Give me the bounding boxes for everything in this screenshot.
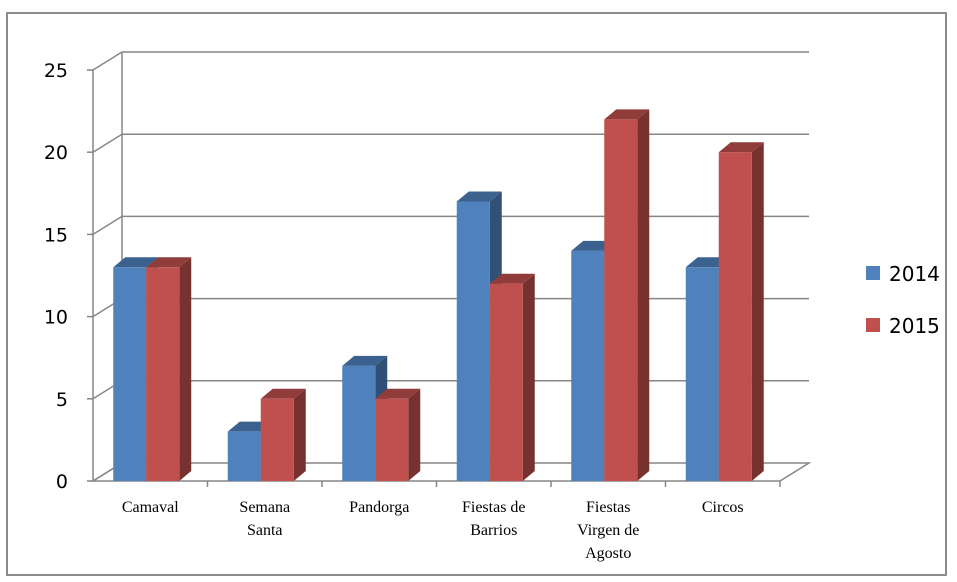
bar	[489, 273, 535, 481]
bar-side	[637, 109, 650, 481]
y-tick-label: 10	[44, 307, 68, 329]
axes	[87, 69, 812, 487]
bar-top	[375, 388, 421, 399]
bar-front	[489, 283, 523, 481]
y-tick-label: 25	[44, 60, 68, 82]
bar-side	[751, 142, 764, 481]
x-category-label: Camaval	[122, 499, 179, 516]
bar	[718, 142, 764, 481]
bar	[260, 388, 306, 481]
bars	[113, 109, 764, 481]
bar-front	[342, 365, 376, 481]
bar-top	[113, 257, 159, 268]
bar-front	[571, 250, 605, 481]
x-category-label: Barrios	[470, 522, 517, 539]
bar-front	[718, 152, 752, 481]
bar-top	[604, 109, 650, 120]
bar-top	[260, 388, 306, 399]
legend-swatch	[866, 318, 880, 332]
bar-top	[489, 273, 535, 284]
bar	[146, 257, 192, 481]
bar	[375, 388, 421, 481]
bar-top	[146, 257, 192, 268]
wall-gridline	[92, 215, 123, 236]
bar-side	[522, 273, 535, 481]
x-category-label: Santa	[247, 522, 283, 539]
y-tick-label: 15	[44, 224, 68, 246]
x-category-label: Agosto	[585, 545, 631, 562]
bar-top	[342, 355, 388, 366]
bar-front	[146, 267, 180, 481]
wall-gridline	[92, 51, 123, 71]
legend-label: 2015	[889, 314, 940, 338]
bar-front	[260, 398, 294, 481]
legend-label: 2014	[889, 262, 940, 286]
bar-front	[227, 431, 261, 481]
x-category-label: Fiestas de	[462, 499, 526, 516]
y-tick-label: 20	[44, 142, 68, 164]
x-category-label: Virgen de	[577, 522, 639, 539]
y-tick-label: 0	[56, 471, 68, 493]
wall-gridline	[92, 133, 123, 153]
x-category-label: Circos	[702, 499, 744, 516]
bar-front	[113, 267, 147, 481]
bar-side	[293, 388, 306, 481]
bar-side	[179, 257, 192, 481]
bar	[604, 109, 650, 481]
axis-labels: 0 5 10 15 20 25 Camaval Semana Santa Pandorga Fies…	[44, 60, 744, 562]
bar-side	[408, 388, 421, 481]
bar-front	[456, 201, 490, 481]
x-category-label: Semana	[239, 499, 290, 516]
bar-top	[456, 191, 502, 202]
x-category-label: Pandorga	[349, 499, 409, 516]
bar-front	[375, 398, 409, 481]
x-category-label: Fiestas	[586, 499, 630, 516]
bar-front	[604, 119, 638, 481]
legend: 2014 2015	[866, 262, 940, 338]
y-tick-label: 5	[56, 389, 68, 411]
legend-swatch	[866, 266, 880, 280]
bar-top	[718, 142, 764, 153]
bar-front	[685, 267, 719, 481]
